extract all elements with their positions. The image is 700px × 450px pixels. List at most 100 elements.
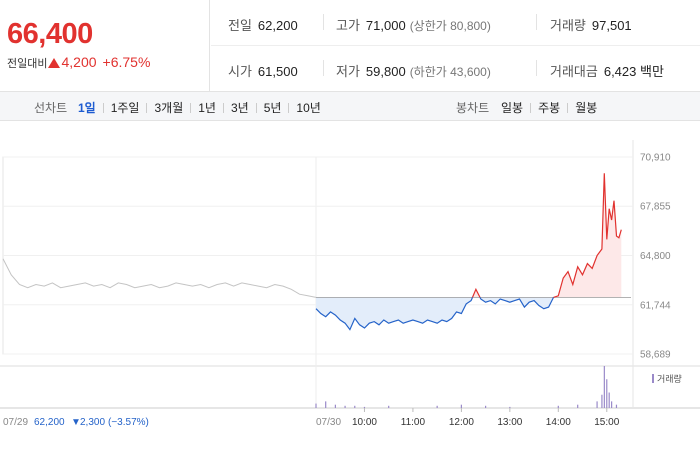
current-price: 66,400 <box>7 18 93 50</box>
change-percent: +6.75% <box>102 54 151 70</box>
volume-bar <box>460 404 462 408</box>
volume-bar <box>436 405 438 408</box>
divider <box>255 102 257 113</box>
prev-day-change-percent: (−3.57%) <box>108 417 149 428</box>
price-summary: 66,400 전일대비 4,200 +6.75% <box>0 0 210 92</box>
change-amount: 4,200 <box>61 54 97 70</box>
quote-header: 66,400 전일대비 4,200 +6.75% 전일 62,200 고가 71,000… <box>0 0 700 92</box>
stat-trade-amount: 거래대금 6,423 백만 <box>550 64 664 79</box>
price-chart: 70,910 67,855 64,800 61,744 58,689 10:00 11:0… <box>0 140 700 428</box>
divider <box>323 14 324 30</box>
y-tick-label: 67,855 <box>640 202 671 213</box>
divider <box>288 102 290 113</box>
fall-price-line <box>479 297 555 310</box>
volume-bar <box>363 406 366 408</box>
volume-legend-label: 거래량 <box>657 373 682 384</box>
volume-bar <box>388 405 390 408</box>
volume-bar <box>615 404 618 408</box>
rise-price-line <box>553 173 622 298</box>
stat-low: 저가 59,800 (하한가 43,600) <box>336 64 491 79</box>
volume-bar <box>315 403 317 408</box>
line-period-tabs: 1일 1주일 3개월 1년 3년 5년 10년 <box>78 99 321 116</box>
stat-high: 고가 71,000 (상한가 80,800) <box>336 18 491 33</box>
rise-area-fill <box>553 173 622 298</box>
volume-legend-swatch <box>652 374 654 383</box>
tab-candle-monthly[interactable]: 월봉 <box>575 101 598 115</box>
volume-bar <box>596 401 598 408</box>
stats-row-2: 시가 61,500 저가 59,800 (하한가 43,600) 거래대금 6,423 … <box>211 46 700 92</box>
y-tick-label: 61,744 <box>640 300 671 311</box>
volume-bar <box>603 366 605 408</box>
rise-area-fill <box>472 289 480 298</box>
today-date: 07/30 <box>316 417 341 428</box>
y-tick-label: 58,689 <box>640 350 671 361</box>
volume-bar <box>601 394 603 408</box>
volume-bars <box>315 366 618 408</box>
prev-day-change-arrow: ▼ <box>71 417 81 428</box>
tab-period-1d[interactable]: 1일 <box>78 101 96 115</box>
prev-day-price-line <box>2 258 317 298</box>
divider <box>190 102 192 113</box>
volume-bar <box>577 404 579 408</box>
fall-area-fill <box>316 297 473 330</box>
stat-prev-close: 전일 62,200 <box>228 18 298 33</box>
volume-bar <box>606 379 608 408</box>
divider <box>102 102 104 113</box>
line-chart-label: 선차트 <box>34 101 68 115</box>
x-tick-label: 14:00 <box>546 417 571 428</box>
divider <box>146 102 148 113</box>
stat-open: 시가 61,500 <box>228 64 298 79</box>
x-tick-label: 13:00 <box>497 417 522 428</box>
rise-price-line <box>471 287 481 298</box>
prev-day-date: 07/29 <box>3 417 28 428</box>
x-tick-label: 12:00 <box>449 417 474 428</box>
stats-row-1: 전일 62,200 고가 71,000 (상한가 80,800) 거래량 97,501 <box>211 0 700 46</box>
divider <box>567 102 569 113</box>
prev-day-change: 2,300 <box>80 417 105 428</box>
divider <box>536 14 537 30</box>
x-tick-label: 11:00 <box>401 417 426 428</box>
tab-candle-weekly[interactable]: 주봉 <box>538 101 561 115</box>
volume-legend: 거래량 <box>652 373 682 384</box>
x-axis: 10:00 11:00 12:00 13:00 14:00 15:00 <box>352 408 620 428</box>
divider <box>222 102 224 113</box>
tab-period-1w[interactable]: 1주일 <box>110 101 140 115</box>
x-tick-label: 15:00 <box>594 417 619 428</box>
volume-bar <box>557 405 559 408</box>
price-stats: 전일 62,200 고가 71,000 (상한가 80,800) 거래량 97,501 … <box>211 0 700 92</box>
volume-bar <box>509 406 511 408</box>
prev-day-info: 07/29 62,200 ▼ 2,300 (−3.57%) 07/30 <box>3 417 341 428</box>
candle-chart-label: 봉차트 <box>456 101 490 115</box>
change-label: 전일대비 <box>7 58 48 70</box>
candle-period-tabs: 일봉 주봉 월봉 <box>501 99 597 116</box>
tab-period-10y[interactable]: 10년 <box>296 101 321 115</box>
volume-bar <box>344 405 346 408</box>
y-tick-label: 70,910 <box>640 153 671 164</box>
chart-toolbar: 선차트 1일 1주일 3개월 1년 3년 5년 10년 봉차트 일봉 주봉 월봉 <box>0 92 700 121</box>
volume-bar <box>485 405 487 408</box>
tab-period-1y[interactable]: 1년 <box>198 101 216 115</box>
tab-period-5y[interactable]: 5년 <box>263 101 282 115</box>
divider <box>323 60 324 76</box>
tab-candle-daily[interactable]: 일봉 <box>501 101 524 115</box>
up-triangle-icon <box>48 58 61 68</box>
y-tick-label: 64,800 <box>640 251 671 262</box>
volume-bar <box>611 401 613 408</box>
volume-bar <box>608 392 610 408</box>
chart-area-fills <box>316 173 622 330</box>
tab-period-3y[interactable]: 3년 <box>230 101 249 115</box>
volume-bar <box>334 404 336 408</box>
stat-volume: 거래량 97,501 <box>550 18 632 33</box>
prev-day-close: 62,200 <box>34 417 65 428</box>
fall-area-fill <box>480 297 554 309</box>
tab-period-3m[interactable]: 3개월 <box>154 101 184 115</box>
x-tick-label: 10:00 <box>352 417 377 428</box>
y-axis: 70,910 67,855 64,800 61,744 58,689 <box>640 153 671 361</box>
fall-price-line <box>315 297 474 331</box>
divider <box>530 102 532 113</box>
divider <box>536 60 537 76</box>
chart-lines <box>2 173 631 331</box>
price-change: 전일대비 4,200 +6.75% <box>7 54 150 71</box>
volume-bar <box>354 405 356 408</box>
volume-bar <box>325 401 327 408</box>
